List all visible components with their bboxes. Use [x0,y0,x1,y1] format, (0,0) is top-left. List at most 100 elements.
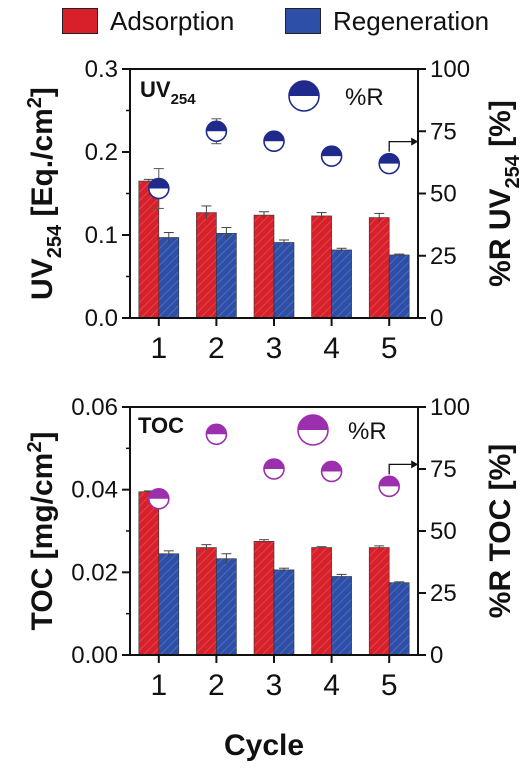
ylabel-left-sup: 2 [24,97,46,108]
bar-regeneration-toc-2 [216,558,237,656]
y-axis-label-right-toc: %R TOC [%] [484,444,517,618]
x-axis-label: Cycle [224,729,304,762]
category-label-toc-3: 3 [266,669,283,702]
tick-label-right-uv: 100 [430,56,470,83]
y-axis-label-left-toc: TOC [mg/cm2] [24,432,59,631]
percent-r-marker-toc-3-fill [264,459,284,469]
marker-legend-symbol-toc [297,414,329,446]
tick-label-left-uv: 0.3 [85,56,118,83]
percent-r-marker-uv-3-fill [264,131,284,142]
panel-label-main: TOC [138,413,184,438]
bar-regeneration-uv-3 [273,242,295,319]
legend-item-regeneration: Regeneration [285,4,489,38]
panel-label-sub: 254 [171,91,197,108]
category-label-uv-1: 1 [150,332,167,365]
tick-label-left-uv: 0.2 [85,139,118,166]
tick-label-right-toc: 0 [430,642,443,669]
percent-r-marker-toc-3 [263,458,285,480]
legend-label-regeneration: Regeneration [333,5,490,36]
marker-legend-symbol-uv-fill [289,81,319,96]
ylabel-right-units: [%] [484,100,517,155]
percent-r-marker-uv-4 [320,145,343,167]
bar-regeneration-toc-4 [331,576,352,656]
percent-r-marker-toc-5-fill [379,476,400,487]
axis-arrow-head-toc [411,460,419,469]
category-label-uv-3: 3 [266,332,283,365]
percent-r-marker-uv-3 [263,130,285,153]
legend-swatch-adsorption [62,8,98,34]
tick-label-left-toc: 0.02 [71,559,118,586]
bar-adsorption-toc-2 [196,547,217,656]
bar-regeneration-toc-1 [158,553,180,656]
percent-r-marker-uv-1-fill [148,178,169,189]
tick-label-right-toc: 75 [430,456,457,483]
percent-r-marker-uv-1 [148,177,170,200]
tick-label-left-toc: 0.06 [71,394,118,421]
ylabel-right-main: %R UV [484,189,517,287]
bar-regeneration-uv-5 [388,254,410,319]
tick-label-left-toc: 0.04 [71,477,118,504]
percent-r-marker-toc-2-fill [206,424,227,435]
category-label-toc-5: 5 [381,669,398,702]
bar-adsorption-toc-3 [253,541,275,656]
legend: Adsorption Regeneration [0,4,530,38]
tick-label-left-toc: 0.00 [71,642,118,669]
ylabel-left-sub: 254 [44,224,66,258]
axis-arrow-uv [388,140,412,152]
bar-regeneration-uv-2 [216,233,237,319]
tick-label-right-uv: 75 [430,118,457,145]
legend-swatch-regeneration [285,8,321,34]
axis-arrow-toc [388,463,412,475]
bar-adsorption-toc-4 [311,547,332,656]
bar-adsorption-uv-4 [311,215,332,319]
panel-label-toc: TOC [138,413,184,438]
bar-adsorption-toc-5 [368,547,390,656]
ylabel-left-close: ] [26,432,59,442]
bar-regeneration-toc-3 [273,569,295,656]
percent-r-marker-uv-4-fill [321,146,342,157]
ylabel-left-close: ] [26,87,59,97]
category-label-uv-4: 4 [323,332,340,365]
tick-label-right-uv: 25 [430,243,457,270]
panel-label-main: UV [140,77,171,102]
percent-r-marker-uv-2-fill [206,121,227,132]
legend-label-adsorption: Adsorption [110,5,235,36]
percent-r-marker-uv-5 [378,152,401,175]
tick-label-left-uv: 0.1 [85,222,118,249]
bar-adsorption-uv-2 [196,212,217,319]
marker-legend-symbol-toc-fill [298,415,328,430]
panel-label-uv: UV254 [140,77,196,108]
bar-regeneration-uv-1 [158,237,180,319]
ylabel-left-main: TOC [26,568,59,631]
bar-adsorption-uv-1 [138,180,160,319]
percent-r-marker-uv-2 [205,120,228,143]
y-axis-label-left-uv: UV254 [Eq./cm2] [24,87,66,300]
marker-legend-symbol-uv [288,80,320,112]
tick-label-right-toc: 50 [430,518,457,545]
bar-regeneration-toc-5 [388,582,410,656]
marker-legend-label-toc: %R [348,418,387,445]
ylabel-left-main: UV [26,258,59,300]
axis-arrow-head-uv [411,137,419,146]
tick-label-right-toc: 100 [430,394,470,421]
percent-r-marker-toc-2 [205,423,228,446]
tick-label-right-toc: 25 [430,580,457,607]
category-label-toc-2: 2 [208,669,225,702]
ylabel-left-units: [mg/cm [26,453,59,568]
percent-r-marker-toc-4-fill [321,461,342,472]
percent-r-marker-toc-5 [378,475,401,498]
percent-r-marker-toc-1 [148,487,170,510]
tick-label-left-uv: 0.0 [85,305,118,332]
ylabel-left-sup: 2 [24,442,46,453]
bar-adsorption-uv-5 [368,217,390,319]
legend-item-adsorption: Adsorption [62,4,234,38]
bar-regeneration-uv-4 [331,249,352,319]
marker-legend-label-uv: %R [345,84,384,111]
panel-toc: 0.00 0.02 0.04 0.06 0 25 50 75 100 1 2 3 4 5 TOC %R TOC … [24,394,517,702]
percent-r-marker-toc-4 [320,460,343,483]
bar-adsorption-uv-3 [253,214,275,319]
percent-r-marker-toc-1-fill [148,488,169,499]
